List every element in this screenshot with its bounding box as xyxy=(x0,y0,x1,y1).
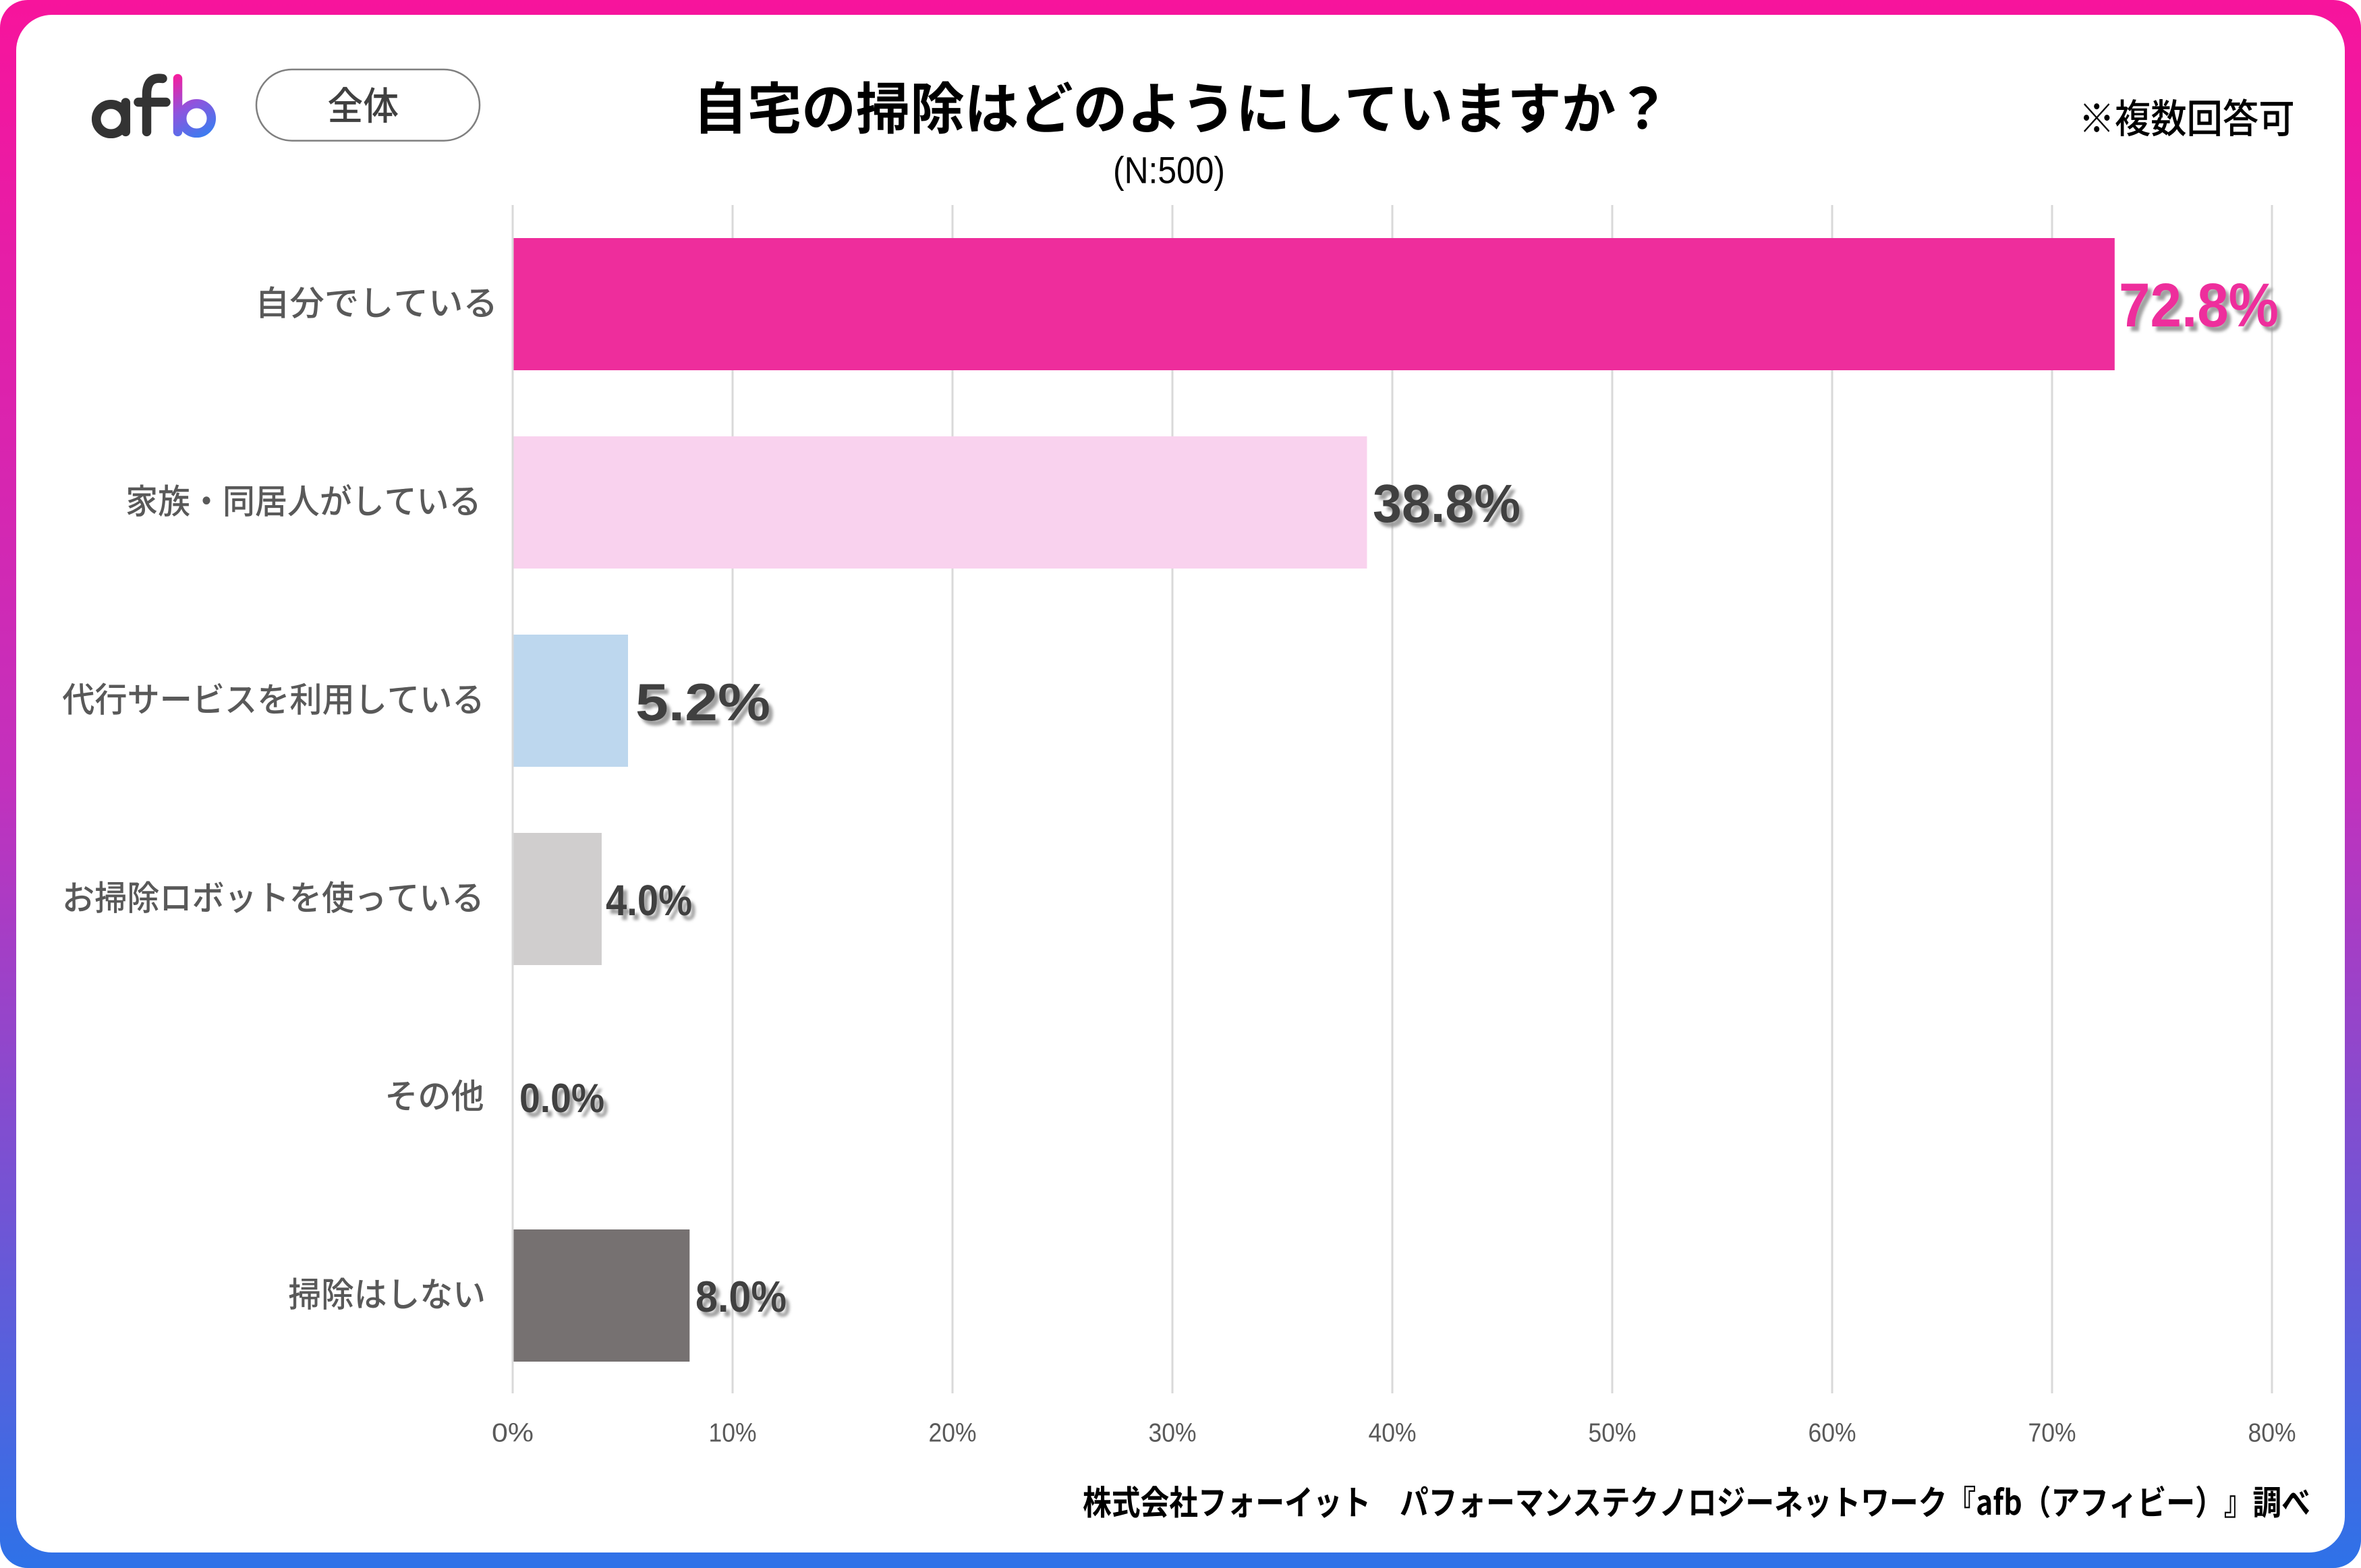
svg-text:10%: 10% xyxy=(709,1419,757,1448)
svg-text:80%: 80% xyxy=(2248,1419,2296,1448)
svg-text:72.8%: 72.8% xyxy=(2119,271,2279,340)
svg-text:20%: 20% xyxy=(929,1419,977,1448)
svg-text:4.0%: 4.0% xyxy=(606,876,692,925)
svg-text:5.2%: 5.2% xyxy=(635,672,770,732)
svg-text:0.0%: 0.0% xyxy=(519,1076,604,1121)
svg-text:0%: 0% xyxy=(492,1419,534,1448)
svg-text:40%: 40% xyxy=(1369,1419,1417,1448)
svg-text:30%: 30% xyxy=(1149,1419,1197,1448)
svg-text:70%: 70% xyxy=(2028,1419,2076,1448)
svg-text:(N:500): (N:500) xyxy=(1113,149,1225,192)
svg-text:8.0%: 8.0% xyxy=(695,1272,787,1321)
svg-text:50%: 50% xyxy=(1589,1419,1637,1448)
svg-text:38.8%: 38.8% xyxy=(1373,473,1520,533)
svg-text:60%: 60% xyxy=(1809,1419,1856,1448)
